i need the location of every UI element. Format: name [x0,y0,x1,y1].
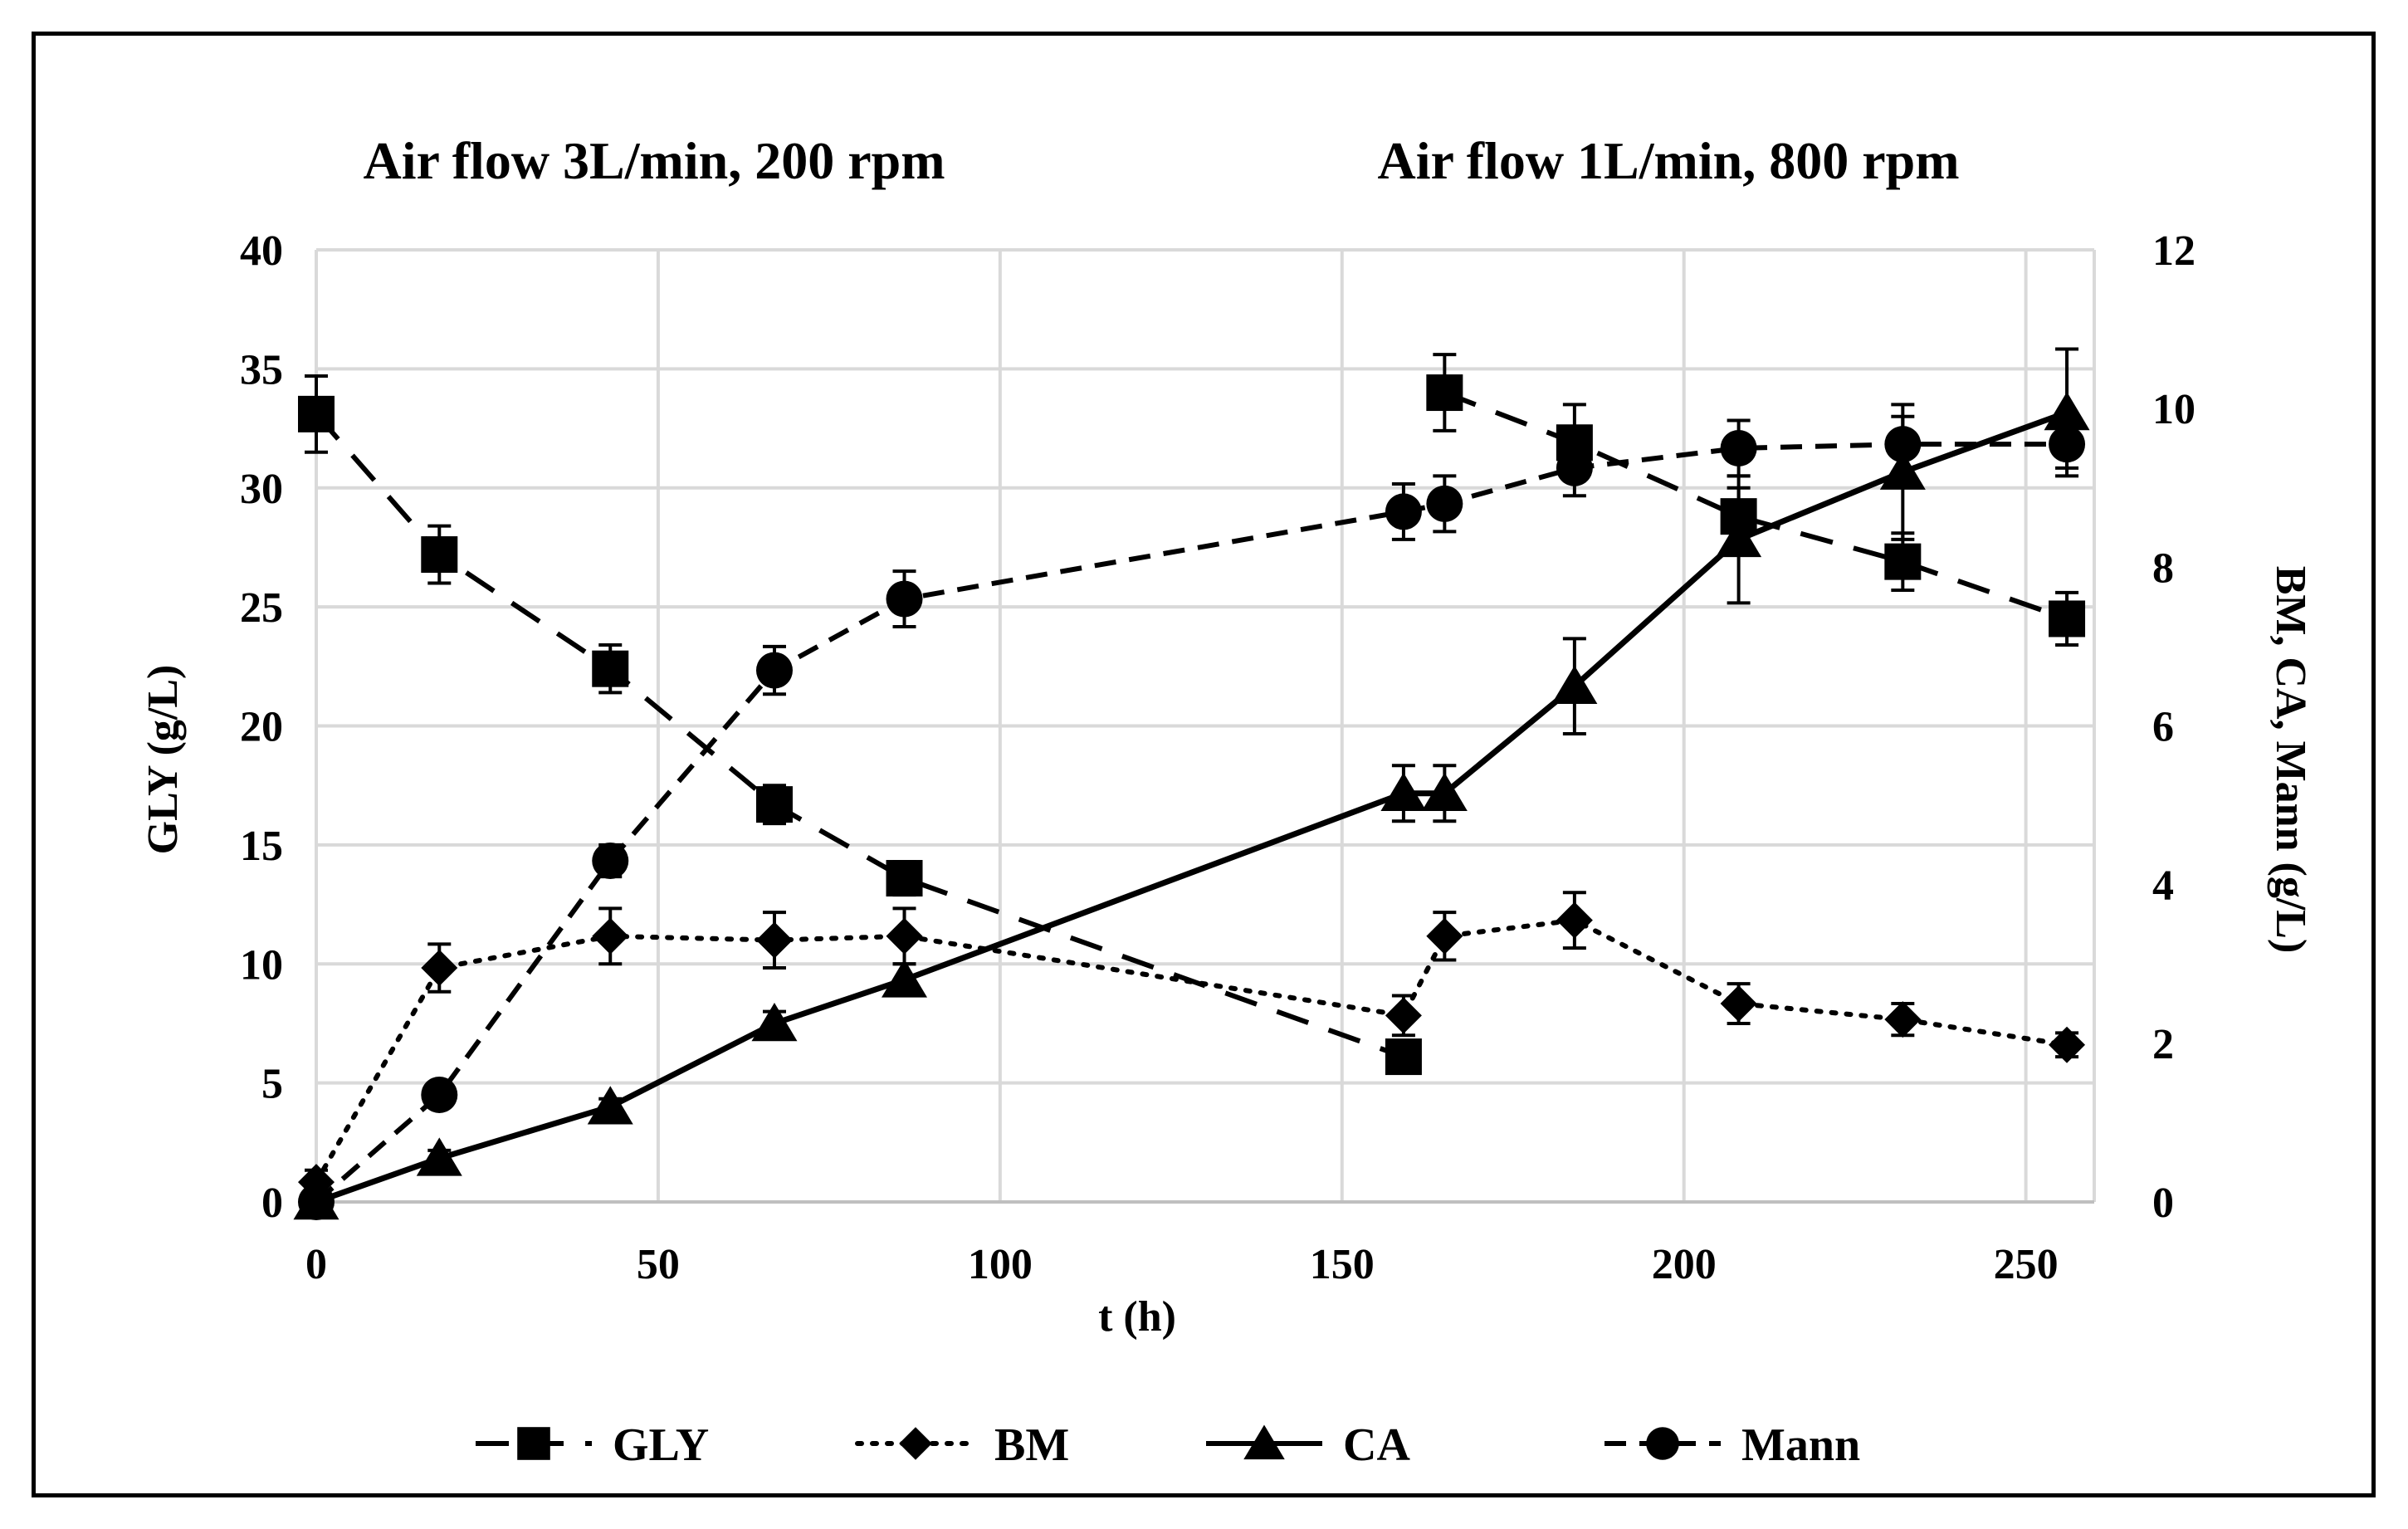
series-bm [298,891,2086,1201]
data-point-bm [1720,985,1757,1023]
data-point-ca [1551,665,1598,704]
data-point-gly [2049,600,2086,637]
y-tick-label-right: 6 [2152,704,2174,751]
chart: 0 5 10 15 20 25 30 35 40 0 2 4 6 8 10 12 0 50 100 150 200 250… [139,131,2314,1471]
chart-frame: 0 5 10 15 20 25 30 35 40 0 2 4 6 8 10 12 0 50 100 150 200 250… [32,32,2376,1497]
data-point-mann [298,1184,335,1220]
y-tick-label-right: 0 [2152,1180,2174,1227]
legend-item-bm: BM [855,1419,1069,1471]
series-line-gly [314,412,1404,1059]
data-point-mann [1884,426,1922,463]
legend-marker-ca [1243,1424,1285,1460]
legend-item-mann: Mann [1605,1419,1860,1471]
legend-item-gly: GLY [476,1419,709,1471]
grid [315,248,2096,1202]
data-point-ca [587,1086,633,1125]
y-tick-label-right: 4 [2152,862,2174,910]
data-point-mann [1720,429,1757,467]
x-tick-label: 200 [1652,1241,1717,1288]
annotation-left: Air flow 3L/min, 200 rpm [363,131,945,190]
data-point-bm [1385,997,1422,1034]
data-point-gly [592,650,629,687]
data-point-bm [2049,1026,2086,1063]
y-tick-label-left: 25 [240,584,283,632]
series-mann [298,414,2086,1220]
x-tick-label: 100 [968,1241,1033,1288]
y-tick-label-left: 20 [240,704,283,751]
data-point-ca [1421,772,1468,811]
data-point-mann [1426,485,1463,522]
y-tick-label-right: 8 [2152,545,2174,592]
legend-item-ca: CA [1206,1419,1410,1471]
data-point-ca [1716,518,1762,558]
data-point-bm [592,917,629,955]
series-line-bm [314,917,2070,1185]
legend-label-bm: BM [994,1419,1069,1471]
legend-label-gly: GLY [613,1419,709,1471]
data-point-gly [1426,374,1463,412]
annotation-right: Air flow 1L/min, 800 rpm [1377,131,1959,190]
legend-marker-gly [517,1427,550,1460]
axes: 0 5 10 15 20 25 30 35 40 0 2 4 6 8 10 12 0 50 100 150 200 250 [240,227,2196,1288]
data-point-mann [421,1076,458,1113]
x-tick-label: 250 [1994,1241,2059,1288]
data-point-gly [421,536,458,574]
data-point-gly [298,395,335,432]
data-point-ca [1380,772,1427,811]
data-point-mann [2049,426,2086,463]
data-point-bm [886,917,923,955]
data-point-gly [1385,1038,1422,1076]
y-tick-label-left: 35 [240,346,283,393]
y-tick-label-left: 30 [240,466,283,513]
x-axis-label: t (h) [1098,1293,1176,1341]
legend: GLY BM CA Mann [476,1419,1860,1471]
y-tick-label-left: 15 [240,823,283,870]
data-point-gly [1884,543,1922,580]
data-point-mann [1556,449,1593,486]
y-tick-label-left: 0 [261,1180,283,1227]
data-point-mann [1385,493,1422,530]
data-point-bm [1426,917,1463,955]
series-layer [293,347,2090,1220]
y-tick-label-right: 2 [2152,1021,2174,1068]
x-tick-label: 0 [305,1241,327,1288]
y-tick-label-right: 10 [2152,386,2196,433]
data-point-ca [416,1137,462,1176]
data-point-ca [882,959,928,998]
data-point-gly [886,860,923,897]
y-axis-label-right: BM, CA, Mann (g/L) [2267,566,2314,954]
data-point-bm [421,950,458,987]
legend-label-ca: CA [1343,1419,1410,1471]
y-tick-label-left: 40 [240,227,283,275]
data-point-bm [1556,901,1593,939]
x-tick-label: 150 [1310,1241,1375,1288]
data-point-mann [755,652,793,689]
data-point-bm [755,921,793,959]
y-tick-label-left: 10 [240,941,283,989]
y-axis-label-left: GLY (g/L) [139,665,187,855]
legend-label-mann: Mann [1741,1419,1860,1471]
data-point-mann [592,842,629,879]
data-point-gly [755,786,793,823]
labels: Air flow 3L/min, 200 rpm Air flow 1L/min… [139,131,2314,1341]
data-point-mann [886,580,923,618]
series-line-mann [315,442,2068,1204]
legend-marker-bm [899,1427,932,1460]
data-point-ca [751,1002,798,1042]
series-ca [293,347,2090,1220]
legend-marker-mann [1646,1427,1679,1460]
y-tick-label-right: 12 [2152,227,2196,275]
data-point-bm [1884,1001,1922,1038]
x-tick-label: 50 [637,1241,680,1288]
series-gly [298,353,2086,1076]
y-tick-label-left: 5 [261,1061,283,1108]
